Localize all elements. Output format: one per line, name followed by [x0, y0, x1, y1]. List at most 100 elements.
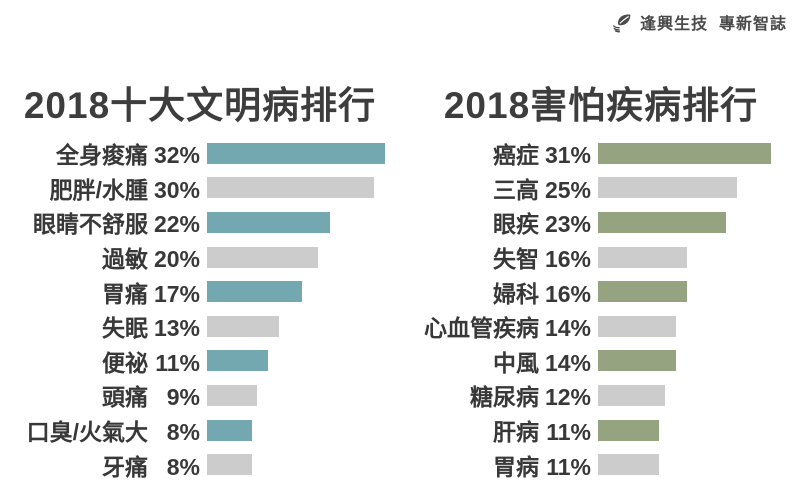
- hand-leaf-icon: [612, 12, 633, 33]
- chart-row: 肝病 11%: [401, 413, 801, 448]
- chart-row: 過敏 20%: [0, 240, 400, 275]
- row-label: 肥胖/水腫 30%: [0, 171, 200, 205]
- chart-rows: 癌症 31% 三高 25% 眼疾 23% 失智 16% 婦科 16% 心血管疾病 14% 中風 14% 糖尿…: [401, 132, 801, 482]
- category-label: 眼睛不舒服: [33, 211, 148, 238]
- bar: [598, 281, 688, 303]
- value-label: 25%: [544, 176, 591, 203]
- chart-row: 眼睛不舒服 22%: [0, 205, 400, 240]
- category-label: 便祕: [102, 349, 148, 376]
- category-label: 胃痛: [102, 280, 148, 307]
- row-label: 婦科 16%: [401, 275, 591, 309]
- bar: [207, 384, 258, 406]
- bar: [207, 350, 269, 372]
- row-label: 失眠 13%: [0, 309, 200, 343]
- category-label: 牙痛: [102, 453, 148, 480]
- bar: [598, 246, 688, 268]
- bar: [598, 419, 660, 441]
- row-label: 全身痠痛 32%: [0, 136, 200, 170]
- value-label: 9%: [166, 384, 200, 411]
- bar: [598, 384, 665, 406]
- row-label: 頭痛 9%: [0, 378, 200, 412]
- category-label: 糖尿病: [470, 384, 539, 411]
- row-label: 眼疾 23%: [401, 205, 591, 239]
- value-label: 16%: [544, 280, 591, 307]
- chart-row: 便祕 11%: [0, 344, 400, 379]
- chart-rows: 全身痠痛 32% 肥胖/水腫 30% 眼睛不舒服 22% 過敏 20% 胃痛 17% 失眠 13% 便祕…: [0, 132, 400, 482]
- value-label: 31%: [544, 142, 591, 169]
- row-label: 心血管疾病 14%: [401, 309, 591, 343]
- chart-row: 牙痛 8%: [0, 447, 400, 482]
- bar: [207, 281, 302, 303]
- chart-row: 中風 14%: [401, 344, 801, 379]
- chart-feared-diseases: 2018害怕疾病排行 癌症 31% 三高 25% 眼疾 23% 失智 16% 婦科 16% 心血管疾…: [401, 80, 801, 490]
- category-label: 過敏: [102, 246, 148, 273]
- value-label: 11%: [155, 349, 200, 376]
- row-label: 胃病 11%: [401, 448, 591, 482]
- chart-row: 全身痠痛 32%: [0, 136, 400, 171]
- row-label: 眼睛不舒服 22%: [0, 205, 200, 239]
- value-label: 17%: [153, 280, 200, 307]
- bar: [598, 454, 660, 476]
- chart-row: 胃痛 17%: [0, 274, 400, 309]
- value-label: 14%: [544, 315, 591, 342]
- brand-logo: 逢興生技 專新智誌: [612, 10, 787, 34]
- row-label: 過敏 20%: [0, 240, 200, 274]
- bar: [207, 142, 386, 164]
- value-label: 8%: [166, 419, 200, 446]
- chart-row: 婦科 16%: [401, 274, 801, 309]
- row-label: 口臭/火氣大 8%: [0, 413, 200, 447]
- row-label: 糖尿病 12%: [401, 378, 591, 412]
- category-label: 胃病: [493, 453, 539, 480]
- chart-row: 三高 25%: [401, 171, 801, 206]
- row-label: 便祕 11%: [0, 344, 200, 378]
- chart-row: 胃病 11%: [401, 447, 801, 482]
- chart-row: 頭痛 9%: [0, 378, 400, 413]
- row-label: 胃痛 17%: [0, 275, 200, 309]
- row-label: 三高 25%: [401, 171, 591, 205]
- bar: [207, 177, 375, 199]
- bar: [598, 142, 771, 164]
- value-label: 12%: [544, 384, 591, 411]
- chart-row: 失智 16%: [401, 240, 801, 275]
- bar: [598, 315, 676, 337]
- chart-row: 眼疾 23%: [401, 205, 801, 240]
- value-label: 23%: [544, 211, 591, 238]
- bar: [207, 419, 252, 441]
- chart-row: 癌症 31%: [401, 136, 801, 171]
- chart-title-right: 2018害怕疾病排行: [443, 85, 759, 126]
- brand-name: 逢興生技 專新智誌: [640, 16, 787, 33]
- row-label: 肝病 11%: [401, 413, 591, 447]
- category-label: 三高: [493, 176, 539, 203]
- chart-row: 糖尿病 12%: [401, 378, 801, 413]
- bar: [598, 350, 676, 372]
- category-label: 肝病: [493, 419, 539, 446]
- row-label: 中風 14%: [401, 344, 591, 378]
- value-label: 11%: [546, 453, 591, 480]
- chart-title-left: 2018十大文明病排行: [23, 85, 377, 126]
- category-label: 心血管疾病: [424, 315, 539, 342]
- bar: [207, 315, 280, 337]
- category-label: 失眠: [102, 315, 148, 342]
- bar: [207, 246, 319, 268]
- value-label: 30%: [153, 176, 200, 203]
- value-label: 20%: [153, 246, 200, 273]
- category-label: 失智: [493, 246, 539, 273]
- category-label: 肥胖/水腫: [49, 176, 148, 203]
- value-label: 22%: [153, 211, 200, 238]
- value-label: 32%: [153, 142, 200, 169]
- value-label: 14%: [544, 349, 591, 376]
- value-label: 11%: [546, 419, 591, 446]
- chart-row: 肥胖/水腫 30%: [0, 171, 400, 206]
- category-label: 眼疾: [493, 211, 539, 238]
- bar: [207, 454, 252, 476]
- row-label: 牙痛 8%: [0, 448, 200, 482]
- bar: [207, 211, 330, 233]
- value-label: 13%: [153, 315, 200, 342]
- category-label: 癌症: [493, 142, 539, 169]
- row-label: 失智 16%: [401, 240, 591, 274]
- value-label: 16%: [544, 246, 591, 273]
- chart-row: 口臭/火氣大 8%: [0, 413, 400, 448]
- chart-civilization-diseases: 2018十大文明病排行 全身痠痛 32% 肥胖/水腫 30% 眼睛不舒服 22% 過敏 20%…: [0, 80, 400, 490]
- category-label: 婦科: [493, 280, 539, 307]
